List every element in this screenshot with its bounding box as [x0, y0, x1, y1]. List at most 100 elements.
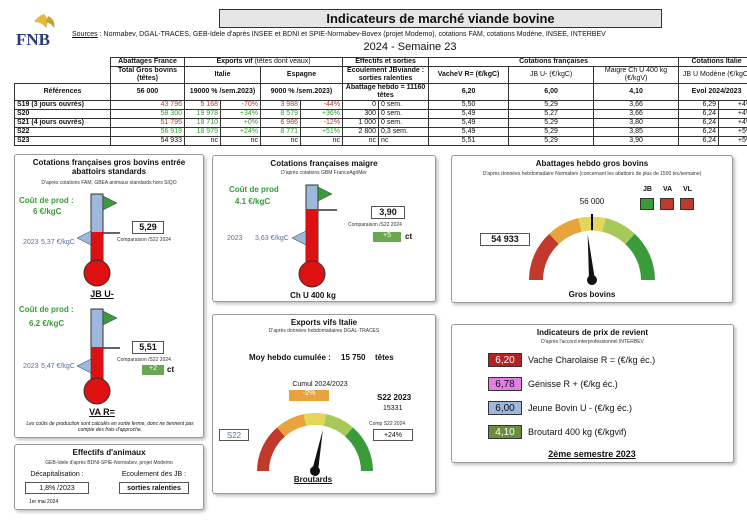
- gauge-arc-lightgreen: [323, 414, 353, 437]
- cell-effectifs-unit: 0 sem.: [378, 109, 430, 119]
- cell-effectifs-unit: 0 sem.: [378, 118, 430, 128]
- th-effectifs: Effectifs et sorties: [342, 57, 430, 67]
- cell-evol: +5%: [718, 136, 747, 146]
- cell-abattages: 54 933: [110, 136, 185, 146]
- revient-value: 6,00: [488, 401, 522, 415]
- cell-espagne-val: 6 986: [260, 118, 301, 128]
- sources-line: Sources : Normabev, DGAL-TRACES, GEB-Ide…: [72, 31, 742, 38]
- gros-bovins-footnote: Les coûts de production sont calculés en…: [26, 421, 194, 433]
- cell-espagne-val: 3 988: [260, 100, 301, 110]
- cell-italie-pct: +24%: [220, 127, 261, 137]
- va-2023-label: 2023: [23, 363, 39, 370]
- panel-maigre: Cotations françaises maigre D'après cota…: [212, 155, 436, 302]
- row-label: S23: [14, 136, 111, 146]
- va-2023-val: 5,47 €/kgC: [41, 363, 75, 370]
- exports-moy-unit: têtes: [375, 353, 394, 362]
- panel-exports-source: D'après données hebdomadaires DGAL-TRACE…: [268, 328, 380, 334]
- cell-effectifs-val: 2 800: [342, 127, 380, 137]
- cell-italie-val: 18 979: [184, 127, 221, 137]
- abattages-ref: 56 000: [579, 197, 605, 206]
- exports-comp-val: +24%: [373, 429, 413, 441]
- va-thermometer-icon: [76, 308, 120, 405]
- legend-va-swatch: [660, 198, 674, 210]
- th-vache: VacheV R= (€/kgC): [428, 66, 510, 84]
- cell-effectifs-unit: 0,3 sem.: [378, 127, 430, 137]
- cell-espagne-pct: -44%: [299, 100, 344, 110]
- exports-comp-label: Comp S22 2024: [369, 421, 406, 427]
- cell-italie-pct: +34%: [220, 109, 261, 119]
- effectifs-decap-label: Décapitalisation :: [30, 471, 84, 478]
- cell-modene: 6,24: [678, 136, 720, 146]
- cell-italie-val: nc: [184, 136, 221, 146]
- cell-abattages: 56 919: [110, 127, 185, 137]
- cell-jb: 5,29: [508, 127, 595, 137]
- row-label: S19 (3 jours ouvrés): [14, 100, 111, 110]
- cell-maigre: 3,80: [593, 118, 680, 128]
- maigre-name: Ch U 400 kg: [290, 291, 336, 300]
- ref-italie-cot: Evol 2024/2023: [678, 83, 747, 101]
- legend-jb: JB: [643, 186, 652, 193]
- cell-jb: 5,29: [508, 100, 595, 110]
- gauge-needle: [587, 234, 597, 285]
- cell-abattages: 58 300: [110, 109, 185, 119]
- cell-vache: 5,49: [428, 109, 510, 119]
- cell-evol: +5%: [718, 127, 747, 137]
- effectifs-ecoul-label: Ecoulement des JB :: [121, 471, 187, 478]
- row-label: S20: [14, 109, 111, 119]
- va-cout-label: Coût de prod :: [19, 305, 74, 314]
- logo-text: FNB: [16, 30, 50, 49]
- panel-abattages-title: Abattages hebdo gros bovins: [535, 159, 649, 168]
- panel-abattages-source: D'après données hebdomadaire Normabev (c…: [482, 171, 702, 177]
- va-value: 5,51: [132, 341, 164, 354]
- gauge-arc-green: [625, 233, 655, 281]
- gauge-arc-yellow: [303, 413, 327, 426]
- page-title: Indicateurs de marché viande bovine: [219, 9, 662, 28]
- cell-espagne-pct: +51%: [299, 127, 344, 137]
- th-italie: Italie: [184, 66, 261, 84]
- th-cotations-it: Cotations Italie: [678, 57, 747, 67]
- cell-espagne-val: 8 771: [260, 127, 301, 137]
- cell-effectifs-val: nc: [342, 136, 380, 146]
- table-row: S20 58 300 19 978 +34% 8 579 +36% 300 0 sem. 5,4…: [14, 109, 747, 119]
- maigre-cout-val: 4.1 €/kgC: [235, 197, 271, 206]
- revient-label: Broutard 400 kg (€/kgvif): [528, 427, 627, 437]
- revient-label: Vache Charolaise R = (€/kg éc.): [528, 355, 656, 365]
- cell-maigre: 3,66: [593, 109, 680, 119]
- cell-abattages: 43 796: [110, 100, 185, 110]
- ref-effectifs: Abattage hebdo = 11160 têtes: [342, 83, 430, 101]
- panel-maigre-title: Cotations françaises maigre: [270, 159, 378, 168]
- maigre-comp-unit: ct: [405, 232, 413, 241]
- revient-value: 6,78: [488, 377, 522, 391]
- sources-text: : Normabev, DGAL-TRACES, GEB-Idele d'apr…: [97, 31, 606, 38]
- cell-modene: 6,24: [678, 127, 720, 137]
- jb-cout-label: Coût de prod :: [19, 196, 74, 205]
- cell-italie-val: 18 710: [184, 118, 221, 128]
- cell-effectifs-unit: nc: [378, 136, 430, 146]
- cell-abattages: 51 795: [110, 118, 185, 128]
- exports-cumul-label: Cumul 2024/2023: [292, 381, 348, 388]
- period-label: 2024 - Semaine 23: [363, 41, 457, 53]
- revient-value: 6,20: [488, 353, 522, 367]
- row-label: S22: [14, 127, 111, 137]
- jb-name: JB U-: [90, 289, 114, 299]
- legend-jb-swatch: [640, 198, 654, 210]
- jb-cout-val: 6 €/kgC: [33, 207, 62, 216]
- abattages-name: Gros bovins: [568, 290, 616, 299]
- gauge-arc-green: [344, 427, 373, 472]
- exports-cumul-badge: -2%: [289, 390, 329, 401]
- effectifs-date: 1er mai 2024: [29, 499, 59, 505]
- gauge-arc-red: [529, 233, 559, 281]
- cell-maigre: 3,66: [593, 100, 680, 110]
- th-espagne: Espagne: [259, 66, 344, 84]
- ref-vache: 6,20: [428, 83, 510, 101]
- legend-vl: VL: [683, 186, 692, 193]
- panel-revient: Indicateurs de prix de revient D'après l…: [451, 324, 734, 463]
- cell-italie-val: 19 978: [184, 109, 221, 119]
- cell-vache: 5,51: [428, 136, 510, 146]
- gauge-arc-orange: [549, 218, 582, 245]
- gauge-arc-lightgreen: [602, 218, 635, 245]
- gauge-arc-orange: [277, 414, 307, 437]
- exports-week-label: S22 2023: [377, 393, 412, 402]
- exports-gauge: [257, 413, 373, 476]
- panel-gros-bovins-source: D'après cotations FAM, GBEA animaux stan…: [41, 180, 177, 186]
